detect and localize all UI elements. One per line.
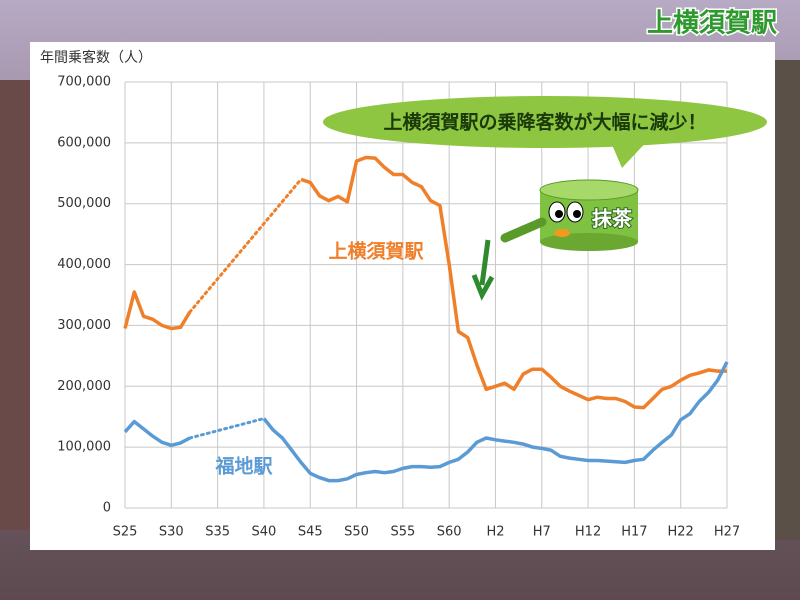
series-label: 福地駅 [214,455,273,478]
y-tick-label: 200,000 [57,379,111,394]
x-tick-label: S55 [390,525,415,540]
y-tick-label: 100,000 [57,440,111,455]
mascot-arm [500,217,547,243]
x-tick-label: S50 [344,525,369,540]
mascot-pupil [555,210,563,218]
station-title: 上横須賀駅 [647,9,777,39]
background-building [0,80,30,530]
x-tick-label: S30 [159,525,184,540]
x-tick-label: H7 [533,525,551,540]
background-tree [775,60,800,540]
y-tick-label: 700,000 [57,75,111,90]
mascot: 抹茶 [500,179,639,251]
y-tick-label: 0 [103,501,111,516]
series-label: 上横須賀駅 [328,240,424,263]
y-tick-label: 500,000 [57,196,111,211]
x-tick-label: H12 [575,525,601,540]
y-tick-label: 600,000 [57,135,111,150]
x-tick-label: H22 [668,525,694,540]
x-tick-label: S45 [298,525,323,540]
speech-bubble [323,96,767,148]
mascot-top [539,179,639,201]
y-tick-label: 300,000 [57,318,111,333]
x-tick-label: H17 [621,525,647,540]
x-tick-label: H2 [486,525,504,540]
gap-connector [188,417,266,440]
x-tick-label: S40 [252,525,277,540]
gap-connector [188,177,303,314]
y-axis-label: 年間乗客数（人） [40,49,152,66]
mascot-mouth [554,229,570,237]
x-tick-label: S60 [437,525,462,540]
bubble-text: 上横須賀駅の乗降客数が大幅に減少！ [383,111,706,134]
mascot-pupil [573,210,581,218]
x-tick-label: H27 [714,525,740,540]
data-line [123,155,727,410]
y-tick-label: 400,000 [57,257,111,272]
data-line [123,361,729,483]
x-tick-label: S35 [205,525,230,540]
down-arrow [471,239,495,301]
x-tick-label: S25 [113,525,138,540]
mascot-text: 抹茶 [592,207,633,231]
mascot-bottom [540,233,638,251]
